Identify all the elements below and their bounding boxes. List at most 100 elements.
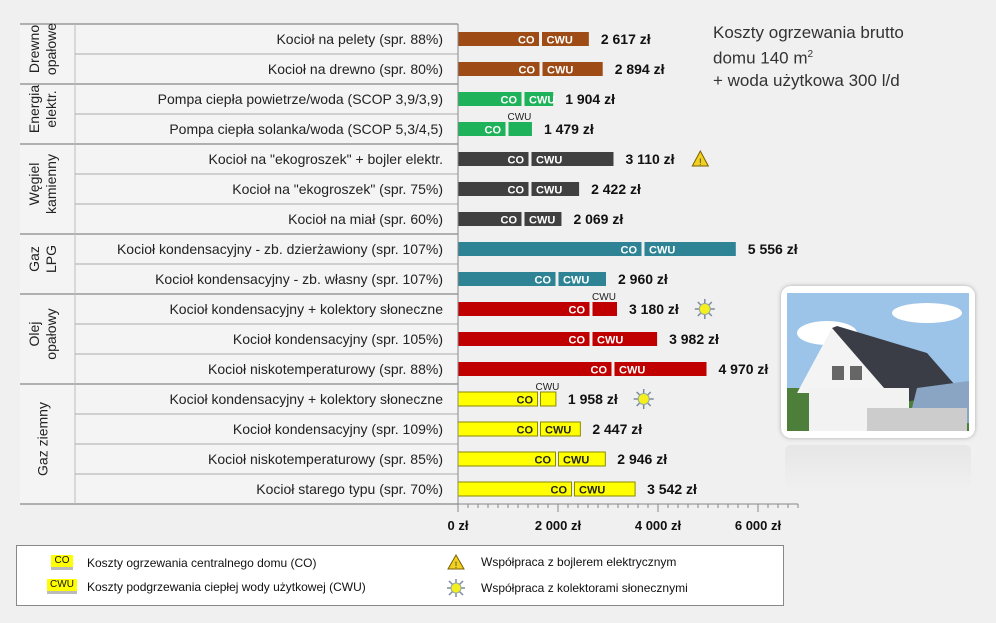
group-label: Gaz <box>26 246 42 272</box>
value-label: 1 958 zł <box>568 391 618 407</box>
category-label: Kocioł kondensacyjny (spr. 105%) <box>233 331 443 347</box>
bar-cwu <box>542 32 589 46</box>
group-label: Energia <box>26 85 42 133</box>
cwu-segment-label: CWU <box>536 185 562 197</box>
bar-cwu <box>558 272 606 286</box>
legend-item-co: CO Koszty ogrzewania centralnego domu (C… <box>51 555 316 570</box>
photo-reflection <box>785 445 971 490</box>
co-segment-label: CO <box>591 365 608 377</box>
cwu-segment-label: CWU <box>536 382 560 393</box>
value-label: 2 447 zł <box>592 421 642 437</box>
sun-icon <box>633 389 654 409</box>
bar-cwu <box>592 332 658 346</box>
co-segment-label: CO <box>508 155 525 167</box>
category-label: Kocioł na "ekogroszek" (spr. 75%) <box>232 181 443 197</box>
svg-text:!: ! <box>699 157 702 167</box>
value-label: 1 904 zł <box>565 91 615 107</box>
bar-chart: Drewno opałowe Kocioł na pelety (spr. 88%)… <box>20 23 799 533</box>
co-segment-label: CO <box>569 305 586 317</box>
title-line-1: Koszty ogrzewania brutto <box>713 23 904 42</box>
co-segment-label: CO <box>501 95 518 107</box>
cwu-segment-label: CWU <box>547 65 573 77</box>
cwu-segment-label: CWU <box>592 292 616 303</box>
category-label: Kocioł na "ekogroszek" + bojler elektr. <box>209 151 443 167</box>
bar-co <box>458 362 612 376</box>
category-label: Pompa ciepła solanka/woda (SCOP 5,3/4,5) <box>169 121 443 137</box>
value-label: 2 422 zł <box>591 181 641 197</box>
value-label: 2 894 zł <box>615 61 665 77</box>
category-label: Kocioł niskotemperaturowy (spr. 85%) <box>208 451 443 467</box>
bar-cwu <box>540 391 557 407</box>
cwu-segment-label: CWU <box>619 365 645 377</box>
category-label: Kocioł kondensacyjny - zb. dzierżawiony … <box>117 241 443 257</box>
cwu-segment-label: CWU <box>545 425 571 437</box>
chart-title: Koszty ogrzewania brutto domu 140 m2 + w… <box>713 22 904 92</box>
bar-co <box>458 92 522 106</box>
sun-icon <box>447 579 465 597</box>
category-label: Kocioł kondensacyjny (spr. 109%) <box>233 421 443 437</box>
legend-item-cwu: CWU Koszty podgrzewania ciepłej wody uży… <box>47 579 366 594</box>
cwu-segment-label: CWU <box>547 35 573 47</box>
cwu-segment-label: CWU <box>536 155 562 167</box>
legend-cwu-text: Koszty podgrzewania ciepłej wody użytkow… <box>87 579 366 594</box>
bar-co <box>458 332 590 346</box>
bar-co <box>458 152 529 166</box>
category-label: Kocioł niskotemperaturowy (spr. 88%) <box>208 361 443 377</box>
bar-cwu <box>558 451 606 467</box>
category-label: Kocioł starego typu (spr. 70%) <box>256 481 443 497</box>
bar-co <box>458 242 642 256</box>
group-label: Gaz ziemny <box>35 402 51 476</box>
value-label: 3 982 zł <box>669 331 719 347</box>
value-label: 4 970 zł <box>719 361 769 377</box>
bar-co <box>458 122 506 136</box>
value-label: 3 180 zł <box>629 301 679 317</box>
group-label: opałowy <box>43 308 59 359</box>
value-label: 3 542 zł <box>647 481 697 497</box>
bar-cwu <box>524 92 554 106</box>
bar-cwu <box>542 62 603 76</box>
bar-cwu <box>644 242 736 256</box>
cwu-segment-label: CWU <box>563 455 589 467</box>
co-segment-label: CO <box>621 245 638 257</box>
legend: CO Koszty ogrzewania centralnego domu (C… <box>16 545 784 606</box>
bar-cwu <box>508 122 532 136</box>
x-tick-label: 0 zł <box>448 518 469 533</box>
cwu-segment-label: CWU <box>508 112 532 123</box>
title-line-3: + woda użytkowa 300 l/d <box>713 70 900 90</box>
bar-cwu <box>614 362 707 376</box>
bar-co <box>458 212 522 226</box>
bar-co <box>458 272 556 286</box>
category-label: Kocioł na drewno (spr. 80%) <box>268 61 443 77</box>
bar-cwu <box>540 421 581 437</box>
warning-icon: ! <box>691 149 710 167</box>
cwu-segment-label: CWU <box>529 95 555 107</box>
legend-co-text: Koszty ogrzewania centralnego domu (CO) <box>87 555 317 570</box>
value-label: 2 960 zł <box>618 271 668 287</box>
group-label: opałowe <box>43 23 59 75</box>
house-photo <box>781 286 975 438</box>
bar-co <box>458 32 539 46</box>
co-segment-label: CO <box>518 35 535 47</box>
group-label: Węgiel <box>26 163 42 206</box>
group-label: elektr. <box>43 90 59 127</box>
title-line-2: domu 140 m2 <box>713 48 814 68</box>
sun-icon <box>694 299 715 319</box>
legend-sun-text: Współpraca z kolektorami słonecznymi <box>481 581 688 595</box>
bar-cwu <box>524 212 562 226</box>
group-label: LPG <box>43 245 59 273</box>
cwu-swatch: CWU <box>47 579 77 594</box>
cwu-segment-label: CWU <box>563 275 589 287</box>
bar-cwu <box>592 302 617 316</box>
value-label: 5 556 zł <box>748 241 798 257</box>
co-segment-label: CO <box>508 185 525 197</box>
co-segment-label: CO <box>517 425 534 437</box>
bar-cwu <box>531 182 580 196</box>
x-tick-label: 2 000 zł <box>535 518 582 533</box>
co-segment-label: CO <box>501 215 518 227</box>
co-segment-label: CO <box>535 275 552 287</box>
group-label: kamienny <box>43 154 59 214</box>
x-tick-label: 6 000 zł <box>735 518 782 533</box>
bar-co <box>458 62 540 76</box>
group-label: Drewno <box>26 25 42 73</box>
cwu-segment-label: CWU <box>649 245 675 257</box>
